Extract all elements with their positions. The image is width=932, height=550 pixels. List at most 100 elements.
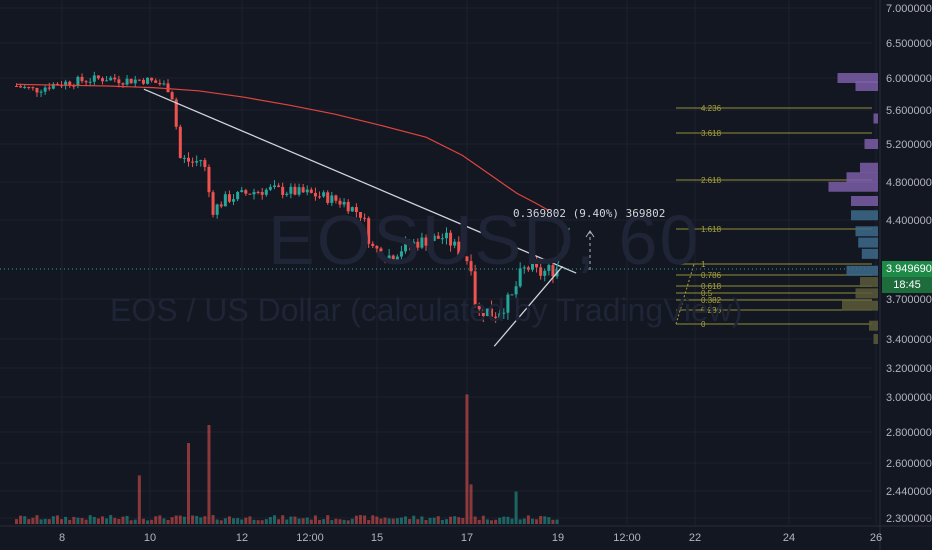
volume-bar (432, 517, 436, 524)
candle-body (334, 195, 338, 201)
volume-bar (350, 518, 354, 524)
time-tick-label: 12:00 (613, 532, 641, 544)
candle-body (522, 267, 526, 269)
candle-body (358, 212, 362, 218)
price-tick-label: 4.800000 (886, 177, 932, 189)
moving-average-line (16, 83, 550, 212)
candle-body (551, 265, 555, 277)
candle-body (330, 195, 334, 203)
volume-bar (248, 516, 252, 524)
volume-bar (158, 515, 162, 524)
candle-body (436, 235, 440, 239)
volume-bar (150, 519, 154, 524)
time-tick-label: 12 (236, 532, 248, 544)
volume-bar (383, 517, 387, 524)
candle-body (387, 255, 391, 260)
candle-body (301, 187, 305, 193)
volume-bar (322, 519, 326, 524)
candle-body (543, 270, 547, 276)
volume-bar (27, 519, 31, 524)
price-tick-label: 3.700000 (886, 294, 932, 306)
candle-body (88, 81, 92, 83)
time-tick-label: 22 (689, 532, 701, 544)
volume-bar (256, 520, 260, 524)
candle-body (318, 196, 322, 198)
candle-body (371, 243, 375, 246)
volume-bar (182, 516, 186, 524)
candle-body (342, 201, 346, 205)
volume-bar (199, 517, 203, 524)
volume-bar (477, 519, 481, 524)
candle-body (211, 192, 215, 215)
volume-bar (535, 519, 539, 524)
volume-profile-row (873, 113, 878, 124)
candle-body (166, 83, 170, 93)
volume-bar (64, 516, 68, 524)
candle-body (109, 77, 113, 81)
volume-bar (236, 518, 240, 524)
candle-body (498, 313, 502, 318)
price-tick-label: 3.400000 (886, 334, 932, 346)
time-tick-label: 19 (552, 532, 564, 544)
volume-bar (444, 519, 448, 524)
candle-body (449, 232, 453, 246)
candle-body (137, 79, 141, 81)
candle-body (72, 85, 76, 87)
volume-bar (174, 515, 178, 524)
volume-bar (440, 519, 444, 524)
volume-bar (223, 518, 227, 524)
measure-arrow (555, 227, 570, 271)
volume-bar (395, 518, 399, 524)
candle-body (379, 248, 383, 259)
volume-bar (146, 520, 150, 524)
volume-bar (264, 519, 268, 524)
candle-body (117, 79, 121, 84)
fib-extension[interactable]: 4.2363.6182.6181.61810.7860.6180.50.3820… (675, 104, 872, 329)
volume-bar (113, 517, 117, 524)
fib-level-label: 0.786 (701, 271, 722, 280)
time-axis[interactable]: 8 10 12 12:00 15 17 19 12:00 22 24 26 (0, 525, 932, 544)
candle-body (367, 218, 371, 244)
volume-profile-row (860, 277, 878, 288)
volume-bar (334, 518, 338, 524)
volume-bar (277, 519, 281, 524)
volume-bar (84, 519, 88, 524)
volume-bar (354, 515, 358, 524)
current-price-tag: 3.949690 (882, 261, 932, 277)
time-tick-label: 26 (870, 532, 882, 544)
candle-body (285, 193, 289, 195)
volume-bar (109, 515, 113, 524)
trendlines[interactable] (143, 88, 577, 347)
volume-bar (51, 516, 55, 524)
volume-bar (301, 518, 305, 524)
volume-bar (244, 517, 248, 524)
price-tick-label: 2.440000 (886, 486, 932, 498)
volume-bar (514, 491, 518, 524)
fib-level-label: 0.5 (701, 289, 713, 298)
candle-body (277, 185, 281, 187)
candle-body (518, 268, 522, 287)
volume-bar (338, 519, 342, 524)
volume-bar (313, 515, 317, 524)
price-tick-label: 2.300000 (886, 513, 932, 525)
price-tick-label: 2.600000 (886, 458, 932, 470)
volume-bar (72, 516, 76, 524)
measure-tool[interactable] (0, 227, 872, 271)
volume-bar (461, 517, 465, 524)
volume-bar (547, 517, 551, 524)
price-scale[interactable]: 7.000000 6.500000 6.000000 5.600000 5.200000… (879, 0, 932, 550)
trendline[interactable] (493, 265, 563, 347)
candle-body (141, 79, 145, 84)
volume-bar (399, 517, 403, 524)
trendline[interactable] (143, 88, 577, 274)
candle-body (113, 77, 117, 80)
volume-bar (404, 516, 408, 524)
volume-bar (232, 518, 236, 524)
volume-bar (387, 518, 391, 524)
candle-body (375, 245, 379, 249)
volume-profile-row (861, 248, 878, 259)
volume-bars (15, 394, 559, 524)
volume-bar (15, 519, 18, 524)
candle-body (432, 235, 436, 241)
